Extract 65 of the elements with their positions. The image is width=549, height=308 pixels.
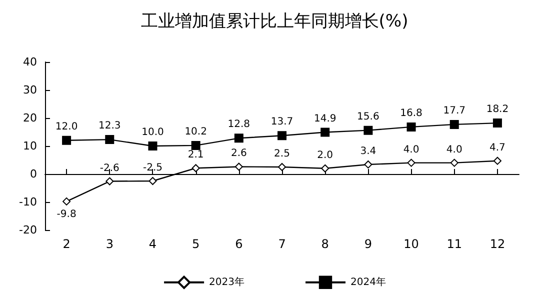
point xyxy=(450,120,459,129)
data-label: 2.0 xyxy=(317,150,334,161)
point xyxy=(148,177,157,185)
data-label: 4.0 xyxy=(403,144,420,156)
y-tick-label: 0 xyxy=(30,168,37,180)
point xyxy=(62,197,71,206)
data-label: 12.3 xyxy=(98,120,121,132)
point xyxy=(406,122,416,132)
point xyxy=(234,134,244,143)
y-tick-label: 30 xyxy=(23,84,37,96)
x-tick-label: 11 xyxy=(446,237,462,251)
legend-label: 2023年 xyxy=(209,276,245,288)
x-tick-label: 5 xyxy=(192,237,200,251)
point xyxy=(407,158,416,167)
x-tick-label: 6 xyxy=(235,237,243,251)
y-tick-label: 10 xyxy=(23,140,37,152)
data-label: 16.8 xyxy=(400,108,422,119)
data-label: 15.6 xyxy=(357,111,380,122)
x-tick-label: 7 xyxy=(278,237,286,251)
x-tick-label: 4 xyxy=(148,237,157,251)
data-label: 10.0 xyxy=(142,127,164,138)
data-label: 4.0 xyxy=(446,144,462,156)
point xyxy=(105,135,114,144)
x-tick-label: 2 xyxy=(62,237,70,251)
point xyxy=(278,131,286,140)
data-label: 14.9 xyxy=(314,113,336,124)
x-tick-label: 3 xyxy=(106,237,114,251)
x-tick-label: 12 xyxy=(490,237,506,251)
y-tick-label: 40 xyxy=(23,56,37,68)
x-tick-label: 9 xyxy=(364,237,372,251)
chart-title: 工业增加值累计比上年同期增长(%) xyxy=(140,12,408,32)
point xyxy=(192,164,200,172)
data-label: 12.8 xyxy=(228,119,250,130)
point xyxy=(106,177,114,186)
data-label: 2.5 xyxy=(274,148,290,160)
data-label: -2.5 xyxy=(142,162,162,174)
legend-label: 2024年 xyxy=(350,276,386,288)
point xyxy=(493,156,502,165)
data-label: 4.7 xyxy=(490,142,506,154)
y-tick-label: -20 xyxy=(19,224,37,236)
point xyxy=(234,162,243,171)
data-label: 18.2 xyxy=(486,104,509,116)
x-tick-label: 10 xyxy=(404,237,419,251)
data-label: 2.1 xyxy=(188,150,204,161)
point xyxy=(364,126,373,135)
point xyxy=(321,164,330,172)
data-label: 3.4 xyxy=(360,146,376,157)
point xyxy=(450,158,458,167)
y-tick-label: -10 xyxy=(19,196,37,208)
y-tick-label: 20 xyxy=(23,112,37,124)
data-label: 13.7 xyxy=(270,116,294,128)
data-label: -2.6 xyxy=(100,162,120,174)
point xyxy=(492,118,502,128)
data-label: 17.7 xyxy=(443,105,466,116)
point xyxy=(62,136,72,145)
point xyxy=(278,163,286,171)
data-label: 12.0 xyxy=(55,121,78,132)
point xyxy=(148,142,158,150)
x-tick-label: 8 xyxy=(321,237,329,251)
data-label: -9.8 xyxy=(56,208,76,220)
point xyxy=(191,140,200,150)
data-label: 10.2 xyxy=(184,126,207,138)
point xyxy=(320,128,330,137)
point xyxy=(364,160,372,168)
data-label: 2.6 xyxy=(230,148,247,160)
